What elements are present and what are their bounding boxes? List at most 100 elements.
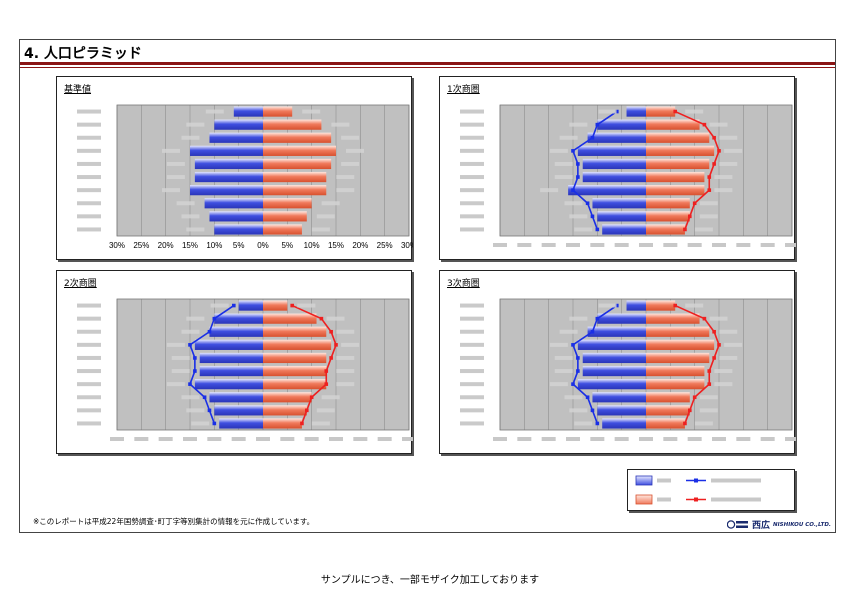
- value-label-mosaic: [549, 382, 568, 387]
- x-tick-mosaic: [493, 243, 507, 247]
- value-label-mosaic: [569, 408, 588, 413]
- axis-label-mosaic: [77, 188, 101, 193]
- x-tick-mosaic: [590, 243, 605, 247]
- reference-point-female: [692, 395, 697, 400]
- x-tick-label: 0%: [257, 241, 269, 250]
- x-tick-mosaic: [329, 437, 343, 441]
- axis-label-mosaic: [77, 355, 101, 360]
- reference-point-male: [595, 122, 600, 127]
- x-tick-label: 20%: [352, 241, 368, 250]
- x-tick-mosaic: [687, 437, 702, 441]
- legend-swatch-male: [635, 475, 653, 486]
- axis-label-mosaic: [460, 329, 484, 334]
- reference-point-male: [571, 149, 575, 153]
- reference-line-male: [189, 304, 235, 424]
- value-label-mosaic: [549, 342, 568, 347]
- x-tick-mosaic: [785, 243, 796, 247]
- bar-female: [646, 392, 690, 403]
- value-label-mosaic: [549, 148, 568, 153]
- legend-swatch-female: [635, 494, 653, 505]
- x-tick-label: 5%: [233, 241, 245, 250]
- value-label-mosaic: [719, 135, 738, 140]
- bar-male: [209, 132, 263, 143]
- reference-point-male: [207, 408, 212, 413]
- value-label-mosaic: [166, 342, 185, 347]
- reference-point-male: [207, 329, 212, 334]
- x-tick-mosaic: [517, 437, 532, 441]
- x-tick-mosaic: [541, 437, 556, 441]
- value-label-mosaic: [341, 342, 360, 347]
- bar-male: [587, 326, 646, 337]
- pyramid-panel-secondary: 2次商圏: [56, 270, 413, 454]
- x-tick-mosaic: [663, 437, 678, 441]
- page-title: 4. 人口ピラミッド: [24, 46, 142, 62]
- value-label-mosaic: [685, 303, 704, 308]
- bar-female: [646, 326, 710, 337]
- plot-border: [116, 298, 410, 431]
- value-label-mosaic: [171, 355, 190, 360]
- bar-male: [602, 224, 646, 235]
- legend-marker-female: [694, 497, 698, 502]
- bar-male: [568, 185, 646, 196]
- bar-male: [209, 211, 263, 222]
- axis-label-mosaic: [77, 122, 101, 127]
- value-label-mosaic: [336, 175, 355, 180]
- reference-line-male: [572, 110, 618, 230]
- bar-male: [626, 106, 646, 117]
- axis-label-mosaic: [460, 355, 484, 360]
- bar-female: [646, 145, 715, 156]
- bar-female: [646, 339, 715, 350]
- value-label-mosaic: [321, 395, 340, 400]
- bar-female: [646, 185, 705, 196]
- bar-female: [646, 405, 690, 416]
- axis-label-mosaic: [460, 161, 484, 166]
- report-frame: 4. 人口ピラミッド 30% 25% 20% 15% 10% 5% 0% 5% 10% 15% 20…: [19, 39, 836, 533]
- bar-male: [597, 313, 646, 324]
- reference-point-male: [188, 343, 192, 347]
- value-label-mosaic: [210, 303, 229, 308]
- axis-label-mosaic: [77, 369, 101, 374]
- value-label-mosaic: [171, 369, 190, 374]
- panel-title: 1次商圏: [447, 85, 480, 95]
- bar-male: [597, 119, 646, 130]
- x-tick-label: 10%: [304, 241, 320, 250]
- bar-female: [263, 392, 312, 403]
- value-label-mosaic: [694, 227, 713, 232]
- reference-point-male: [212, 316, 217, 321]
- value-label-mosaic: [336, 188, 355, 193]
- x-tick-label: 10%: [206, 241, 222, 250]
- bar-female: [646, 313, 700, 324]
- bar-male: [577, 379, 646, 390]
- reference-point-female: [329, 356, 333, 360]
- reference-point-male: [576, 175, 580, 179]
- title-bar: [20, 62, 835, 65]
- reference-point-male: [590, 329, 595, 334]
- x-tick-mosaic: [566, 243, 580, 247]
- reference-point-male: [585, 395, 590, 400]
- bar-female: [646, 379, 705, 390]
- axis-label-mosaic: [460, 303, 484, 308]
- reference-point-female: [688, 408, 692, 413]
- reference-point-female: [683, 227, 687, 232]
- bar-female: [263, 339, 332, 350]
- value-label-mosaic: [341, 135, 360, 140]
- bar-male: [602, 418, 646, 429]
- value-label-mosaic: [336, 369, 355, 374]
- value-label-mosaic: [714, 175, 733, 180]
- legend-label-mosaic: [711, 497, 761, 502]
- bar-female: [646, 119, 700, 130]
- reference-point-female: [712, 162, 716, 166]
- x-tick-mosaic: [736, 243, 751, 247]
- panel-title: 2次商圏: [64, 279, 97, 289]
- value-label-mosaic: [685, 109, 704, 114]
- axis-label-mosaic: [77, 421, 101, 426]
- x-tick-label: 25%: [133, 241, 149, 250]
- reference-point-male: [590, 214, 595, 219]
- reference-point-female: [717, 343, 721, 347]
- reference-point-female: [683, 421, 687, 426]
- value-label-mosaic: [709, 122, 728, 127]
- value-label-mosaic: [564, 201, 583, 206]
- value-label-mosaic: [699, 201, 718, 206]
- value-label-mosaic: [569, 214, 588, 219]
- axis-label-mosaic: [460, 188, 484, 193]
